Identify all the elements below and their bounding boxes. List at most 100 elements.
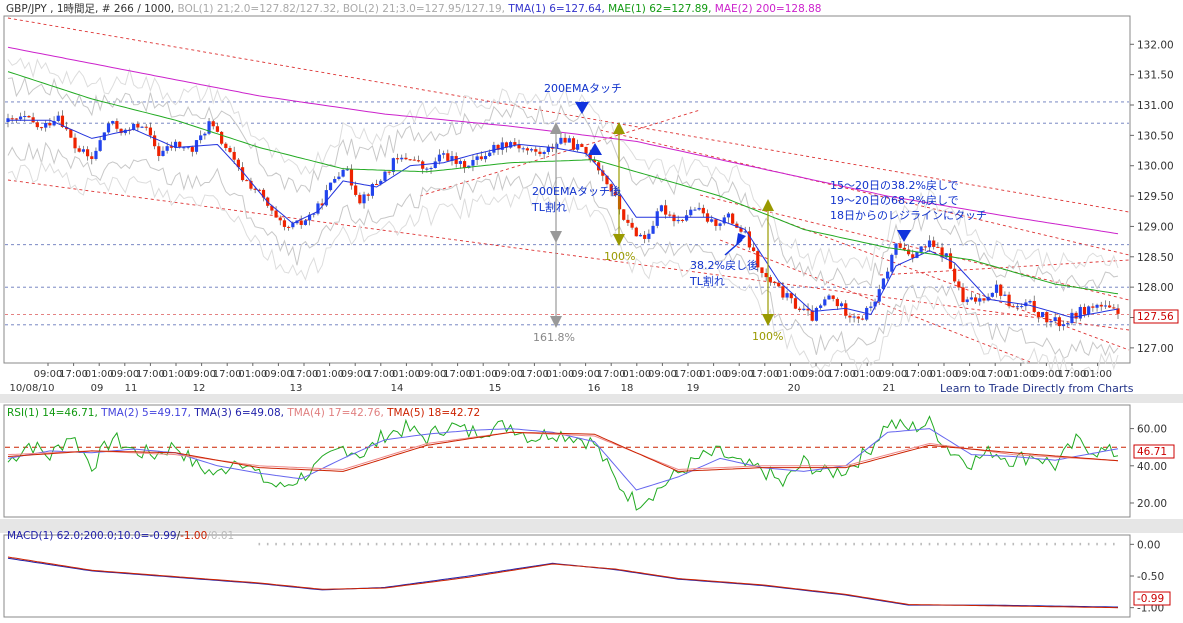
x-date-label: 16	[588, 383, 601, 394]
candle	[224, 143, 228, 148]
legend-entry: /	[177, 530, 181, 542]
candle	[454, 156, 458, 164]
marker-down	[897, 230, 911, 242]
candle	[584, 146, 588, 154]
candle	[873, 301, 877, 307]
legend-entry: MACD(1) 62.0;200.0;10.0=	[7, 530, 149, 542]
histogram-bar	[434, 542, 437, 546]
candle	[370, 184, 375, 196]
x-tick-label: 17:00	[904, 369, 933, 380]
annotation-100a: 100%	[604, 250, 635, 263]
candle	[701, 207, 705, 214]
candle	[718, 223, 722, 226]
x-tick-label: 01:00	[315, 369, 344, 380]
candle	[462, 161, 467, 168]
arrow-head	[762, 314, 774, 326]
candle	[911, 254, 915, 258]
legend-entry: TMA(5) 18=42.72	[386, 407, 480, 419]
histogram-bar	[459, 542, 462, 546]
series-line	[7, 71, 1119, 295]
candle	[337, 176, 341, 179]
macd-panel-frame[interactable]	[3, 534, 1131, 618]
rsi-panel-frame[interactable]	[3, 404, 1131, 518]
candle	[496, 144, 500, 150]
candle	[102, 132, 106, 141]
histogram-bar	[1071, 542, 1073, 546]
candle	[190, 146, 194, 152]
histogram-bar	[643, 542, 646, 546]
candle	[651, 225, 655, 234]
series-line	[7, 431, 1119, 471]
histogram-bar	[601, 542, 604, 546]
x-tick-label: 09:00	[1032, 369, 1061, 380]
x-tick-label: 17:00	[520, 369, 549, 380]
x-tick-label: 09:00	[802, 369, 831, 380]
legend-entry: -1.00	[180, 530, 207, 542]
candle	[1099, 304, 1103, 307]
histogram-bar	[484, 542, 487, 546]
candle	[509, 142, 513, 148]
histogram-bar	[1062, 542, 1065, 546]
candle	[626, 219, 630, 223]
candle	[211, 121, 215, 127]
histogram-bar	[744, 542, 747, 546]
histogram-bar	[467, 542, 470, 546]
candle	[1049, 321, 1053, 323]
candle	[387, 171, 391, 173]
histogram-bar	[1004, 542, 1006, 546]
histogram-bar	[325, 542, 328, 546]
candle	[98, 140, 102, 151]
panel-divider[interactable]	[0, 394, 1183, 403]
histogram-bar	[392, 542, 395, 546]
rsi-current-label: 46.71	[1137, 446, 1167, 458]
candle	[1028, 301, 1032, 303]
x-tick-label: 17:00	[290, 369, 319, 380]
candle	[1057, 317, 1061, 327]
histogram-bar	[652, 542, 654, 546]
x-tick-label: 01:00	[162, 369, 191, 380]
candle	[257, 189, 261, 191]
candle	[517, 144, 521, 149]
candle	[605, 175, 609, 185]
annotation-ema-touch-break-2: TL割れ	[531, 200, 567, 214]
candle	[173, 141, 178, 148]
histogram-bar	[1012, 542, 1015, 546]
candle	[890, 254, 894, 272]
histogram-bar	[266, 542, 269, 546]
candle	[437, 154, 442, 162]
histogram-bar	[560, 542, 562, 546]
candle	[199, 135, 203, 141]
candle	[232, 151, 236, 160]
panel-divider[interactable]	[0, 519, 1183, 533]
x-date-label: 14	[391, 383, 404, 394]
candle	[940, 247, 944, 258]
series-line	[7, 415, 1119, 511]
legend-entry: /0.01	[207, 530, 234, 542]
legend-entry: RSI(1) 14=46.71,	[7, 407, 101, 419]
candle	[588, 153, 592, 161]
histogram-bar	[610, 542, 612, 546]
candle	[362, 194, 366, 204]
candle	[714, 219, 718, 226]
x-date-label: 18	[621, 383, 634, 394]
candle	[73, 137, 77, 149]
y-tick-label: -0.50	[1137, 571, 1164, 583]
candle	[643, 234, 647, 239]
candle	[94, 150, 98, 159]
candle	[119, 128, 123, 134]
candle	[798, 308, 802, 311]
histogram-bar	[660, 542, 663, 546]
candle	[546, 146, 550, 152]
candle	[1108, 305, 1112, 308]
candle	[299, 220, 303, 225]
candle	[379, 180, 383, 185]
candle	[274, 210, 278, 218]
candle	[77, 148, 81, 152]
histogram-bar	[836, 542, 839, 546]
histogram-bar	[1020, 542, 1023, 546]
candle	[969, 297, 973, 300]
candle	[597, 162, 601, 171]
candle	[44, 122, 48, 128]
histogram-bar	[426, 542, 428, 546]
legend-entry: BOL(1) 21;2.0=127.82/127.32, BOL(2) 21;3…	[177, 3, 508, 15]
